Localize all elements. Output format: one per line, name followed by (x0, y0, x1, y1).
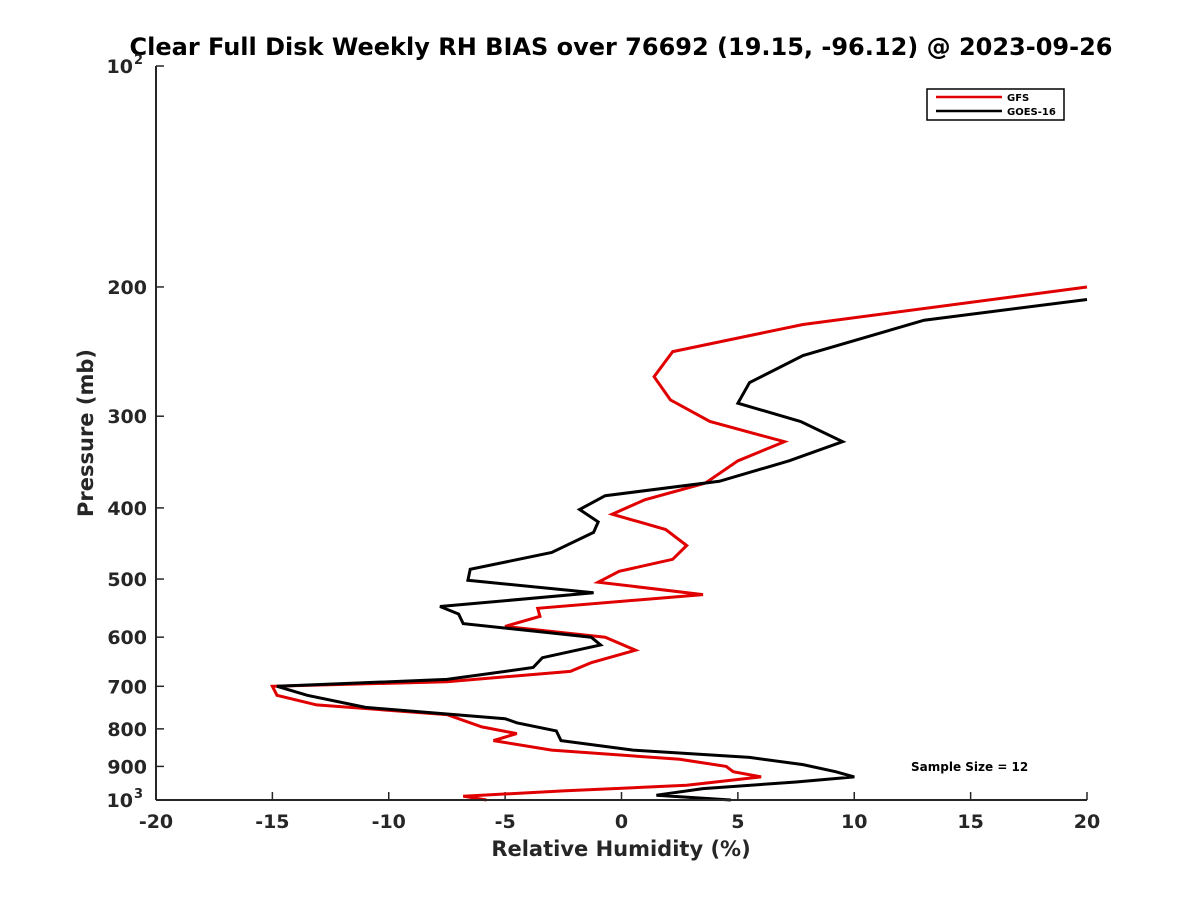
y-tick-label: 400 (107, 498, 147, 520)
legend-label-gfs: GFS (1007, 93, 1029, 104)
sample-size-annotation: Sample Size = 12 (911, 760, 1028, 774)
x-tick-label: 10 (841, 811, 867, 833)
x-axis-label: Relative Humidity (%) (491, 837, 750, 861)
x-tick-label: -15 (255, 811, 289, 833)
legend-label-goes16: GOES-16 (1007, 107, 1056, 118)
legend-box (926, 88, 1065, 121)
y-axis-label: Pressure (mb) (74, 349, 98, 517)
y-tick-label: 500 (107, 569, 147, 591)
x-tick-label: 5 (731, 811, 744, 833)
y-tick-label: 10 (107, 790, 133, 812)
y-tick-label: 800 (107, 719, 147, 741)
series-layer (269, 285, 1088, 802)
x-tick-label: -5 (495, 811, 516, 833)
x-tick-label: -10 (372, 811, 406, 833)
y-tick-label: 300 (107, 406, 147, 428)
y-tick-label: 200 (107, 277, 147, 299)
legend: GFS GOES-16 (926, 88, 1065, 121)
y-tick-label: 10 (107, 56, 133, 78)
y-tick-label: 900 (107, 756, 147, 778)
x-tick-label: -20 (139, 811, 173, 833)
x-tick-label: 15 (957, 811, 983, 833)
y-tick-exponent: 2 (134, 53, 143, 68)
y-tick-label: 700 (107, 676, 147, 698)
x-tick-label: 0 (615, 811, 628, 833)
y-tick-label: 600 (107, 627, 147, 649)
x-tick-label: 20 (1074, 811, 1100, 833)
chart-title: Clear Full Disk Weekly RH BIAS over 7669… (130, 33, 1113, 61)
series-line-goes16 (276, 298, 1088, 802)
x-axis-ticks: -20 -15 -10 -5 0 5 10 15 20 (139, 792, 1100, 833)
series-line-gfs (269, 285, 1088, 802)
y-tick-exponent: 3 (134, 787, 143, 802)
